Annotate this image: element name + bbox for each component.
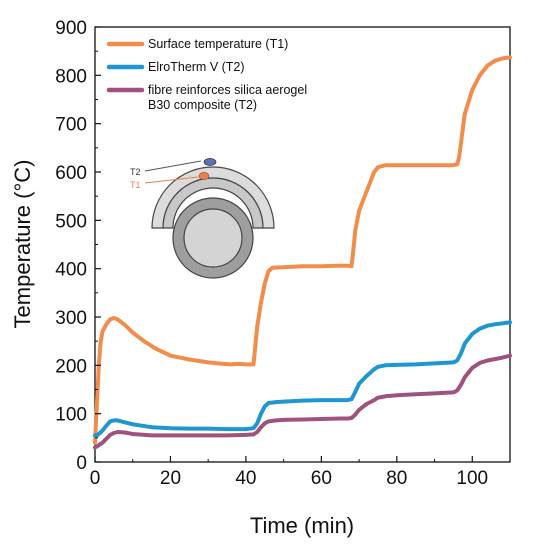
- x-tick-label: 80: [386, 468, 407, 489]
- t2-leader-line: [144, 160, 202, 172]
- pipe-schematic-inset: T2 T1: [130, 158, 275, 279]
- y-tick-label: 600: [55, 163, 87, 184]
- series-layer: [93, 55, 512, 450]
- y-tick-label: 700: [55, 115, 87, 136]
- series-line-3: [93, 353, 512, 450]
- y-tick-label: 0: [76, 453, 87, 474]
- x-axis-title: Time (min): [250, 513, 354, 538]
- t2-label: T2: [130, 167, 141, 177]
- y-tick-label: 400: [55, 260, 87, 281]
- y-tick-label: 100: [55, 405, 87, 426]
- y-tick-label: 800: [55, 66, 87, 87]
- t1-label: T1: [130, 180, 141, 190]
- x-tick-label: 0: [90, 468, 101, 489]
- x-tick-label: 60: [311, 468, 332, 489]
- series-line-2: [93, 320, 512, 438]
- legend-label: Surface temperature (T1): [148, 37, 288, 51]
- sensor-t2-icon: [203, 158, 217, 166]
- t1-leader-line: [144, 176, 199, 184]
- inner-insulation-shell: [162, 177, 264, 229]
- legend-label: fibre reinforces silica aerogel: [148, 83, 307, 97]
- legend-label: ElroTherm V (T2): [148, 60, 245, 74]
- x-axis-ticks: 0 20 40 60 80 100: [90, 456, 488, 489]
- y-tick-label: 900: [55, 18, 87, 39]
- y-tick-label: 300: [55, 308, 87, 329]
- series-line-1: [93, 55, 512, 445]
- x-tick-label: 100: [456, 468, 488, 489]
- pipe-inner: [183, 208, 243, 268]
- legend: Surface temperature (T1) ElroTherm V (T2)…: [106, 37, 307, 112]
- x-tick-label: 40: [235, 468, 256, 489]
- y-tick-label: 200: [55, 356, 87, 377]
- y-axis-title: Temperature (°C): [10, 160, 35, 329]
- y-axis-ticks: 0 100 200 300 400 500 600 700 800 900: [55, 18, 101, 474]
- y-tick-label: 500: [55, 211, 87, 232]
- sensor-t1-icon: [198, 172, 210, 180]
- legend-label: B30 composite (T2): [148, 98, 257, 112]
- x-tick-label: 20: [160, 468, 181, 489]
